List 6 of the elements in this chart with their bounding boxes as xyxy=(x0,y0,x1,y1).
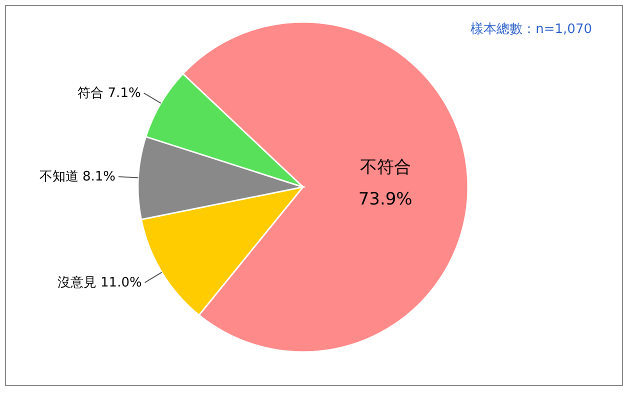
text: 樣本總數：n=1,070 xyxy=(470,22,592,37)
slice-label: 沒意見 11.0% xyxy=(57,276,142,291)
slice-label: 符合 7.1% xyxy=(78,86,141,102)
slice-label: 不符合 xyxy=(360,158,411,178)
slice-label: 不知道 8.1% xyxy=(39,170,116,185)
data-label: 73.9% xyxy=(358,190,412,210)
